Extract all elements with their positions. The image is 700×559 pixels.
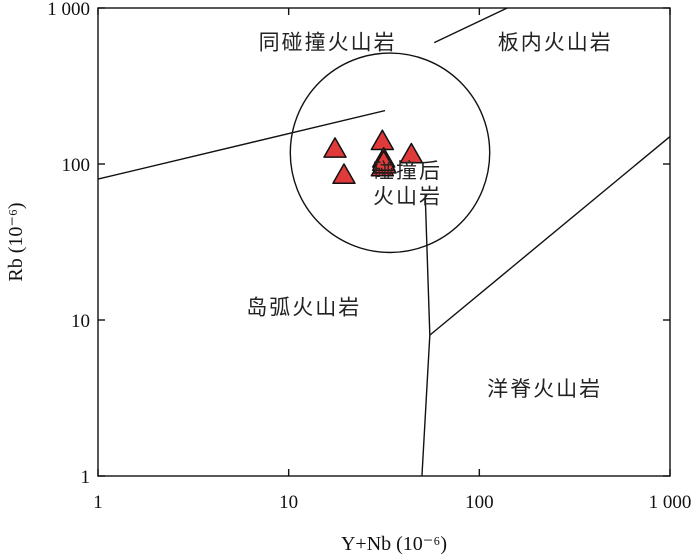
x-tick-label: 10 [279,492,298,513]
region-label-post-collision-2: 火山岩 [373,184,442,208]
axis-ticks: 1 10 100 1 000 1 10 100 1 000 [47,0,691,513]
region-label-ocean-ridge: 洋脊火山岩 [487,377,602,401]
data-point-triangle [399,142,424,164]
y-axis-title: Rb (10⁻⁶) [5,202,27,281]
x-axis-title: Y+Nb (10⁻⁶) [341,533,447,555]
data-point-triangle [370,129,395,151]
x-tick-label: 100 [465,492,494,513]
region-boundaries [97,7,671,477]
y-tick-label: 1 [81,467,91,488]
data-point-triangle [371,150,396,171]
x-tick-label: 1 000 [649,492,692,513]
y-tick-label: 1 000 [47,0,90,20]
boundary-syn-collision-lower [97,109,386,180]
y-tick-label: 10 [71,311,90,332]
x-tick-label: 1 [93,492,103,513]
data-point-triangle [323,137,347,158]
region-label-syn-collision: 同碰撞火山岩 [259,31,397,55]
data-point-triangle [332,163,356,185]
boundary-within-plate-lower [429,135,671,336]
region-label-island-arc: 岛弧火山岩 [246,296,361,320]
post-collision-circle [289,52,491,254]
boundary-arc-ridge-divide [421,194,431,477]
region-label-post-collision: 碰撞后 [373,159,442,183]
sample-points [323,129,424,185]
y-tick-label: 100 [62,155,91,176]
boundary-within-plate-upper [433,7,508,44]
region-label-within-plate: 板内火山岩 [498,31,613,55]
plot-frame [97,7,671,477]
